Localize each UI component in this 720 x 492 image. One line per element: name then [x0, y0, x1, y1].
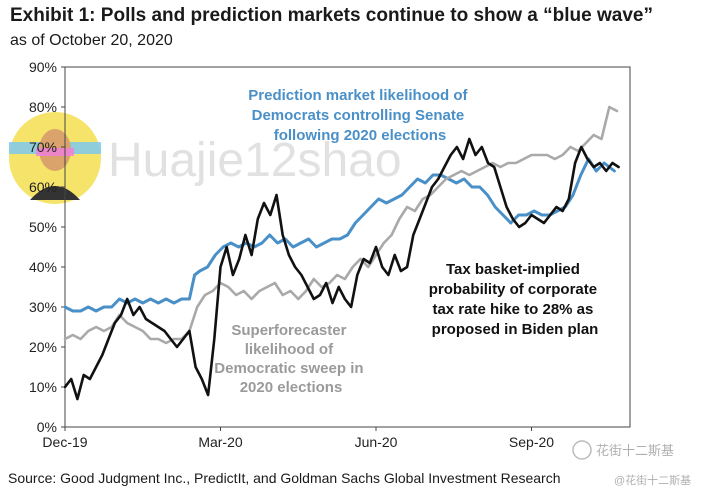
annotation-line: Democratic sweep in: [214, 360, 363, 377]
series-line-prediction: [63, 157, 616, 313]
y-tick-label: 60%: [29, 179, 57, 195]
y-tick-label: 40%: [29, 259, 57, 275]
corner-watermark-sub: @花街十二斯基: [614, 473, 691, 487]
y-tick-label: 0%: [37, 419, 57, 435]
annotation-line: tax rate hike to 28% as: [432, 301, 593, 318]
y-tick-label: 30%: [29, 299, 57, 315]
y-tick-label: 90%: [29, 59, 57, 75]
y-tick-label: 10%: [29, 379, 57, 395]
annotation-line: Democrats controlling Senate: [252, 107, 465, 124]
annotation-line: Superforecaster: [231, 322, 346, 339]
annotation-line: following 2020 elections: [274, 127, 447, 144]
annotation-line: probability of corporate: [429, 281, 597, 298]
y-tick-label: 80%: [29, 99, 57, 115]
series-line-superforecaster: [63, 105, 619, 345]
annotation-line: 2020 elections: [240, 379, 343, 396]
annotation-line: likelihood of: [245, 341, 334, 358]
corner-watermark-text: 花街十二斯基: [596, 443, 674, 458]
annotation-line: proposed in Biden plan: [432, 321, 599, 338]
x-tick-label: Sep-20: [509, 434, 554, 450]
plot-frame: [64, 66, 631, 428]
series-line-tax: [63, 137, 620, 401]
y-tick-label: 70%: [29, 139, 57, 155]
plot-area: [64, 66, 631, 428]
y-tick-label: 20%: [29, 339, 57, 355]
watermark-logo: [9, 112, 101, 204]
chart-title: Exhibit 1: Polls and prediction markets …: [10, 5, 653, 26]
y-tick-label: 50%: [29, 219, 57, 235]
x-tick-label: Dec-19: [42, 434, 87, 450]
chart-subtitle: as of October 20, 2020: [10, 32, 173, 49]
series-layer: [63, 105, 620, 401]
watermark-text: Huajie12shao: [108, 134, 402, 187]
y-axis: 0% 10% 20% 30% 40% 50% 60% 70% 80% 90%: [29, 59, 65, 435]
x-tick-label: Jun-20: [355, 434, 398, 450]
annotation-line: Tax basket-implied: [446, 261, 580, 278]
annotation-tax-basket: Tax basket-implied probability of corpor…: [429, 261, 602, 338]
x-axis: Dec-19 Mar-20 Jun-20 Sep-20: [42, 427, 554, 450]
annotation-superforecaster: Superforecaster likelihood of Democratic…: [214, 322, 367, 396]
corner-watermark: 花街十二斯基 @花街十二斯基: [572, 440, 691, 487]
source-note: Source: Good Judgment Inc., PredictIt, a…: [8, 470, 561, 486]
x-tick-label: Mar-20: [198, 434, 243, 450]
annotation-line: Prediction market likelihood of: [248, 87, 468, 104]
annotation-prediction-market: Prediction market likelihood of Democrat…: [248, 87, 471, 144]
